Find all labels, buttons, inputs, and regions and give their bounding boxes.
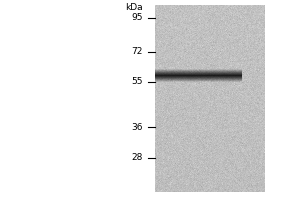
Text: 28: 28 — [132, 154, 143, 162]
Text: 95: 95 — [131, 14, 143, 22]
Text: kDa: kDa — [125, 3, 143, 12]
Text: 36: 36 — [131, 122, 143, 132]
Text: 55: 55 — [131, 77, 143, 86]
Text: 72: 72 — [132, 47, 143, 56]
